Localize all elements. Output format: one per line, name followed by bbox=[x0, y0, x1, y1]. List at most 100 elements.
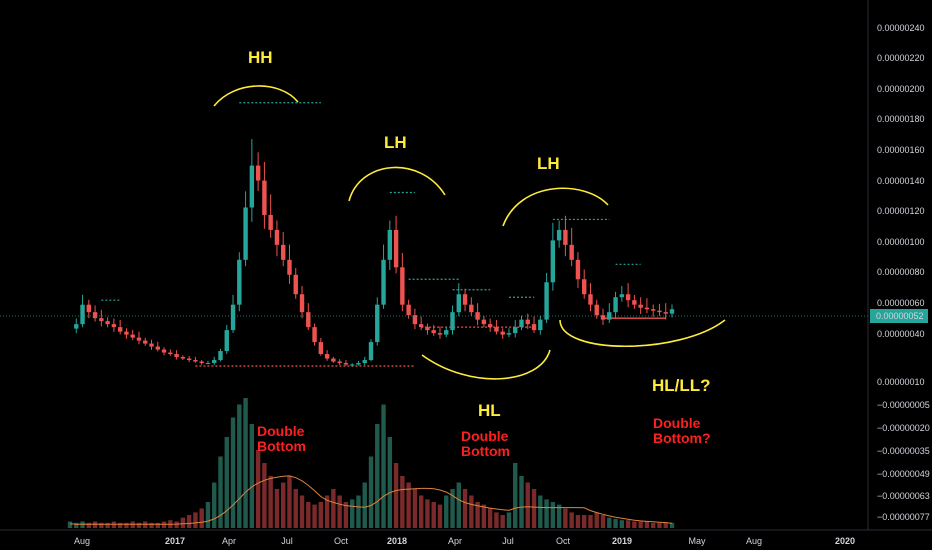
price-axis[interactable]: 0.00000240 0.00000220 0.00000200 0.00000180… bbox=[867, 0, 930, 530]
candle-body bbox=[255, 165, 261, 181]
price-tick-label: 0.00000080 bbox=[877, 267, 925, 277]
price-tick-label: 0.00000120 bbox=[877, 206, 925, 216]
label-lh-2: LH bbox=[537, 154, 560, 173]
time-tick-label: 2018 bbox=[387, 536, 407, 546]
volume-bar bbox=[255, 450, 261, 528]
candle-body bbox=[669, 309, 675, 314]
candle-body bbox=[600, 315, 606, 320]
volume-bar bbox=[237, 404, 242, 528]
label-hh: HH bbox=[248, 48, 273, 67]
candle-body bbox=[324, 354, 330, 359]
candle-body bbox=[550, 240, 556, 283]
time-tick-label: Jul bbox=[502, 536, 514, 546]
volume-bar bbox=[293, 489, 298, 528]
label-bottom-2: Bottom bbox=[461, 443, 510, 459]
volume-bar bbox=[444, 495, 449, 528]
volume-bar bbox=[381, 404, 386, 528]
candle-body bbox=[531, 324, 537, 331]
volume-bar bbox=[607, 517, 612, 528]
volume-bar bbox=[663, 522, 668, 528]
candle-body bbox=[74, 324, 79, 329]
candle-body bbox=[293, 274, 298, 295]
time-tick-label: 2020 bbox=[835, 536, 855, 546]
label-double-3: Double bbox=[653, 415, 701, 431]
candle-body bbox=[356, 363, 361, 365]
volume-bar bbox=[487, 508, 493, 528]
volume-bar bbox=[312, 504, 317, 528]
candle-body bbox=[519, 319, 524, 328]
volume-bar bbox=[249, 424, 255, 528]
candle-body bbox=[481, 319, 487, 325]
volume-bar bbox=[431, 502, 436, 528]
time-axis[interactable]: Aug 2017 Apr Jul Oct 2018 Apr Jul Oct 2019 May Aug 2… bbox=[0, 529, 932, 546]
candle-body bbox=[86, 304, 92, 313]
volume-bar bbox=[506, 512, 512, 528]
candle-body bbox=[331, 358, 336, 362]
lh-arc-2 bbox=[502, 187, 609, 227]
candle-body bbox=[619, 294, 625, 298]
volume-bar bbox=[224, 437, 229, 528]
volume-bar bbox=[362, 482, 367, 528]
candle-body bbox=[237, 259, 242, 305]
price-tick-label: 0.00000200 bbox=[877, 84, 925, 94]
volume-bar bbox=[230, 417, 236, 528]
candle-body bbox=[469, 304, 474, 313]
price-tick-label: 0.00000140 bbox=[877, 176, 925, 186]
time-tick-label: Apr bbox=[448, 536, 462, 546]
candle-body bbox=[506, 333, 512, 335]
candle-body bbox=[218, 351, 223, 361]
volume-bar bbox=[582, 515, 587, 528]
volume-bar bbox=[569, 512, 574, 528]
candle-body bbox=[563, 229, 568, 245]
candle-body bbox=[318, 342, 324, 355]
candle-body bbox=[582, 279, 587, 295]
volume-bar bbox=[274, 489, 280, 528]
candle-body bbox=[644, 307, 650, 310]
candle-body bbox=[500, 331, 505, 335]
volume-bar bbox=[425, 499, 430, 528]
volume-bar bbox=[218, 456, 223, 528]
candle-body bbox=[161, 349, 167, 353]
candle-body bbox=[657, 310, 662, 313]
volume-bar bbox=[469, 495, 474, 528]
volume-bar bbox=[613, 518, 618, 528]
volume-bar bbox=[92, 521, 98, 528]
candle-body bbox=[625, 294, 631, 301]
volume-bar bbox=[594, 512, 599, 528]
candle-body bbox=[343, 363, 349, 365]
volume-bar bbox=[632, 521, 637, 528]
price-tick-label: 0.00000180 bbox=[877, 114, 925, 124]
candle-body bbox=[117, 327, 123, 332]
volume-bar bbox=[563, 508, 568, 528]
volume-bar bbox=[306, 502, 311, 528]
volume-bar bbox=[186, 515, 192, 528]
candle-body bbox=[650, 309, 656, 311]
candle-body bbox=[155, 346, 160, 350]
candle-body bbox=[387, 229, 393, 260]
volume-bar bbox=[519, 476, 524, 528]
volume-bar bbox=[531, 489, 537, 528]
volume-bar bbox=[375, 424, 380, 528]
candle-body bbox=[274, 229, 280, 245]
volume-bar bbox=[268, 476, 273, 528]
volume-bar bbox=[199, 508, 204, 528]
volume-bar bbox=[299, 495, 305, 528]
candle-body bbox=[186, 358, 192, 361]
candle-body bbox=[224, 330, 229, 352]
candle-body bbox=[149, 343, 154, 347]
volume-bar bbox=[418, 495, 424, 528]
volume-bar bbox=[324, 495, 330, 528]
candle-body bbox=[538, 319, 543, 331]
volume-bar bbox=[243, 398, 248, 528]
volume-bar bbox=[281, 482, 286, 528]
volume-bar bbox=[130, 521, 135, 528]
price-tick-label: 0.00000160 bbox=[877, 145, 925, 155]
candle-body bbox=[437, 333, 443, 335]
candle-body bbox=[375, 304, 380, 343]
candle-body bbox=[205, 363, 211, 365]
volume-bar bbox=[74, 522, 79, 528]
lh-arc-1 bbox=[348, 166, 446, 202]
candle-body bbox=[544, 282, 549, 320]
volume-bar bbox=[657, 522, 662, 528]
